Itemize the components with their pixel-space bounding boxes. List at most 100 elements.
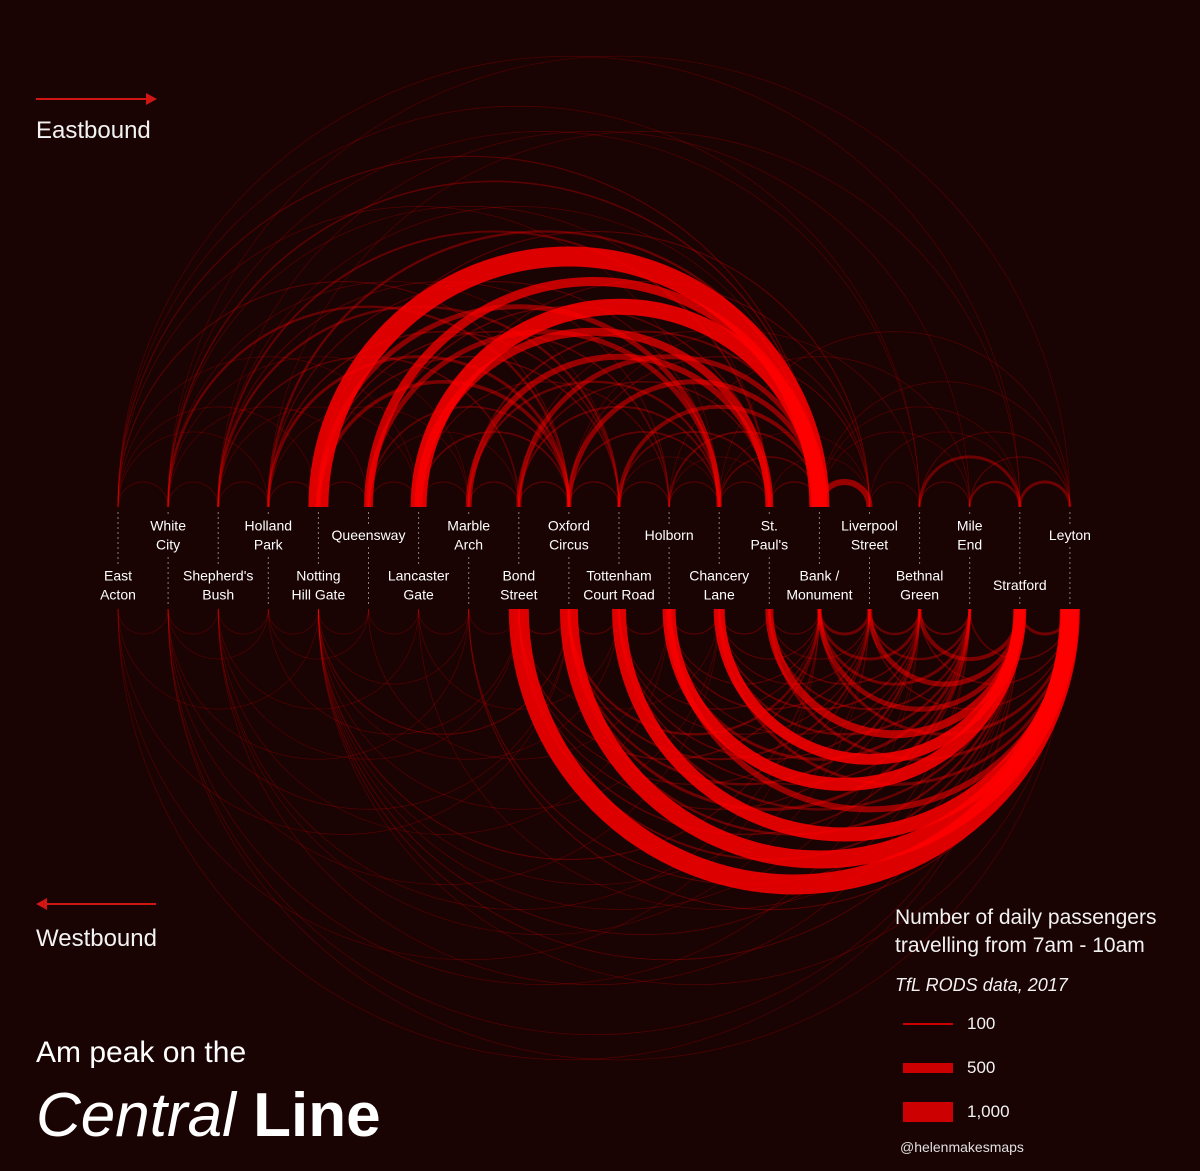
westbound-flow-arc-41 <box>317 608 820 861</box>
eastbound-flow-arc-32 <box>869 431 1021 508</box>
eastbound-flow-arc-0 <box>167 55 1071 508</box>
eastbound-flow-arc-17 <box>167 481 219 508</box>
eastbound-flow-arc-51 <box>267 281 720 508</box>
westbound-flow-arc-25 <box>318 608 920 910</box>
station-label-bg-5-0 <box>330 526 407 545</box>
eastbound-flow-arc-18 <box>217 481 269 508</box>
credit: @helenmakesmaps <box>900 1139 1024 1155</box>
station-label-8-0: Bond <box>502 568 535 584</box>
westbound-flow-arc-48 <box>768 608 820 635</box>
eastbound-flow-arc-64 <box>367 405 570 508</box>
westbound-flow-arc-83 <box>817 608 871 636</box>
westbound-flow-arc-14 <box>418 608 470 635</box>
westbound-flow-arc-72 <box>868 608 971 661</box>
legend-title: Number of daily passengers travelling fr… <box>895 904 1156 960</box>
eastbound-flow-arc-20 <box>718 331 1071 508</box>
station-label-18-0: Stratford <box>993 577 1047 593</box>
station-label-3-1: Park <box>254 537 284 553</box>
station-label-15-1: Street <box>851 537 888 553</box>
station-label-4-0: Notting <box>296 568 340 584</box>
legend-value-100: 100 <box>967 1014 996 1033</box>
station-label-1-0: White <box>150 518 186 534</box>
eastbound-flow-arc-8 <box>819 406 1021 508</box>
station-label-15-0: Liverpool <box>841 518 898 534</box>
eastbound-flow-arc-38 <box>518 331 870 508</box>
station-label-bg-13-1 <box>742 535 797 555</box>
eastbound-flow-arc-77 <box>266 355 571 508</box>
station-label-bg-9-1 <box>542 535 596 555</box>
westbound-flow-arc-27 <box>318 608 870 885</box>
eastbound-flow-arc-37 <box>919 431 1071 508</box>
westbound-flow-arc-12 <box>267 608 369 660</box>
westbound-flow-arc-21 <box>418 608 1021 910</box>
eastbound-flow-arc-47 <box>969 456 1071 508</box>
station-label-5-0: Queensway <box>332 527 406 543</box>
eastbound-arcs <box>117 55 1072 508</box>
eastbound-flow-arc-40 <box>117 281 570 508</box>
eastbound-flow-arc-29 <box>368 431 520 508</box>
station-label-6-0: Lancaster <box>388 568 450 584</box>
station-label-17-0: Mile <box>957 518 983 534</box>
eastbound-flow-arc-2 <box>167 130 920 508</box>
station-label-13-0: St. <box>761 518 778 534</box>
eastbound-flow-arc-15 <box>117 431 269 508</box>
eastbound-flow-arc-21 <box>819 381 1071 508</box>
eastbound-flow-arc-28 <box>267 406 470 508</box>
westbound-flow-arc-10 <box>167 608 470 760</box>
eastbound-flow-arc-44 <box>668 481 720 508</box>
station-label-1-1: City <box>156 537 180 553</box>
eastbound-flow-arc-54 <box>568 481 620 508</box>
westbound-flow-arc-28 <box>217 608 820 910</box>
station-label-bg-15-0 <box>831 516 908 536</box>
westbound-flow-arc-32 <box>418 608 620 710</box>
legend-swatch-100 <box>903 1023 953 1025</box>
station-label-17-1: End <box>957 537 982 553</box>
title-central: Central <box>36 1081 236 1150</box>
station-label-6-1: Gate <box>403 587 434 603</box>
eastbound-label: Eastbound <box>36 117 151 144</box>
station-label-bg-7-1 <box>449 535 488 555</box>
eastbound-flow-arc-4 <box>217 130 971 508</box>
legend-title-line2: travelling from 7am - 10am <box>895 934 1145 957</box>
westbound-flow-arc-35 <box>318 608 470 685</box>
westbound-flow-arc-6 <box>167 608 720 885</box>
title-line2: Central Line <box>36 1080 381 1151</box>
station-label-bg-15-1 <box>842 535 897 555</box>
eastbound-flow-arc-46 <box>919 481 971 508</box>
eastbound-flow-arc-58 <box>267 330 620 508</box>
eastbound-flow-arc-27 <box>167 281 620 508</box>
eastbound-flow-arc-68 <box>217 230 771 508</box>
westbound-flow-arc-97 <box>508 608 1080 895</box>
station-label-bg-17-1 <box>954 535 986 555</box>
eastbound-flow-arc-30 <box>618 456 720 508</box>
station-label-13-1: Paul's <box>750 537 788 553</box>
westbound-flow-arc-11 <box>217 608 419 710</box>
station-label-bg-16-1 <box>896 585 943 605</box>
westbound-flow-arc-73 <box>868 608 921 636</box>
station-label-12-0: Chancery <box>689 568 749 584</box>
station-label-bg-17-0 <box>950 516 989 536</box>
station-label-bg-2-1 <box>199 585 238 605</box>
westbound-flow-arc-16 <box>318 608 369 635</box>
westbound-flow-arc-42 <box>317 608 570 735</box>
westbound-flow-arc-9 <box>217 608 520 760</box>
station-label-bg-12-1 <box>700 585 739 605</box>
station-label-bg-3-0 <box>237 516 299 536</box>
station-label-3-0: Holland <box>245 518 292 534</box>
station-label-bg-1-0 <box>145 516 192 536</box>
westbound-flow-arc-4 <box>217 608 870 935</box>
station-label-bg-3-1 <box>249 535 288 555</box>
eastbound-flow-arc-22 <box>668 356 971 508</box>
westbound-flow-arc-18 <box>217 608 269 635</box>
station-label-bg-14-1 <box>785 585 854 605</box>
eastbound-flow-arc-11 <box>167 356 470 508</box>
westbound-flow-arc-3 <box>167 608 1071 1061</box>
title-line: Line <box>253 1081 381 1150</box>
eastbound-flow-arc-13 <box>217 406 419 508</box>
westbound-flow-arc-67 <box>918 608 971 635</box>
station-label-16-1: Green <box>900 587 939 603</box>
westbound-arrow-icon <box>36 898 156 910</box>
station-label-bg-4-0 <box>287 566 349 586</box>
legend-value-1000: 1,000 <box>967 1102 1010 1121</box>
station-label-bg-7-0 <box>441 516 496 536</box>
